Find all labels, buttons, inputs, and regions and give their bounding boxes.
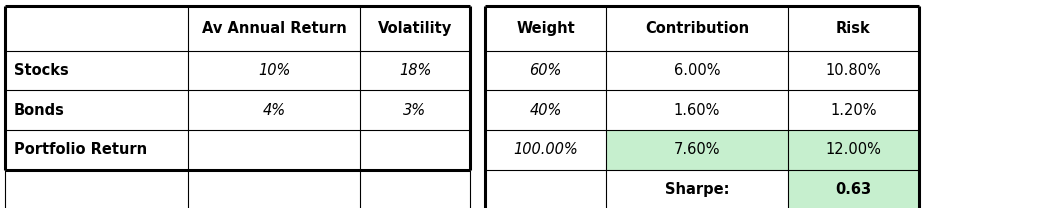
Bar bbox=[485, 90, 606, 130]
Text: 10%: 10% bbox=[258, 63, 290, 78]
Bar bbox=[788, 6, 919, 51]
Text: Sharpe:: Sharpe: bbox=[665, 182, 729, 197]
Bar bbox=[188, 90, 360, 130]
Text: Volatility: Volatility bbox=[378, 21, 452, 36]
Bar bbox=[5, 51, 188, 90]
Text: 100.00%: 100.00% bbox=[513, 142, 578, 157]
Bar bbox=[485, 51, 606, 90]
Text: 0.63: 0.63 bbox=[835, 182, 872, 197]
Bar bbox=[606, 51, 788, 90]
Text: 60%: 60% bbox=[529, 63, 562, 78]
Text: Contribution: Contribution bbox=[645, 21, 749, 36]
Bar bbox=[5, 6, 188, 51]
Text: 12.00%: 12.00% bbox=[826, 142, 881, 157]
Text: Av Annual Return: Av Annual Return bbox=[201, 21, 347, 36]
Text: Weight: Weight bbox=[516, 21, 575, 36]
Bar bbox=[485, 6, 606, 51]
Bar bbox=[788, 90, 919, 130]
Bar bbox=[188, 6, 360, 51]
Bar bbox=[606, 170, 788, 208]
Text: Risk: Risk bbox=[836, 21, 871, 36]
Bar bbox=[188, 51, 360, 90]
Bar bbox=[5, 130, 188, 170]
Text: 3%: 3% bbox=[403, 103, 427, 118]
Text: 40%: 40% bbox=[529, 103, 562, 118]
Text: 7.60%: 7.60% bbox=[673, 142, 720, 157]
Bar bbox=[606, 130, 788, 170]
Bar bbox=[485, 130, 606, 170]
Text: 6.00%: 6.00% bbox=[673, 63, 720, 78]
Bar bbox=[188, 130, 360, 170]
Text: 4%: 4% bbox=[262, 103, 286, 118]
Text: 18%: 18% bbox=[399, 63, 431, 78]
Text: 10.80%: 10.80% bbox=[826, 63, 881, 78]
Text: Bonds: Bonds bbox=[14, 103, 65, 118]
Bar bbox=[788, 130, 919, 170]
Bar bbox=[188, 170, 360, 208]
Bar bbox=[5, 90, 188, 130]
Bar bbox=[360, 130, 470, 170]
Bar bbox=[788, 170, 919, 208]
Text: Stocks: Stocks bbox=[14, 63, 68, 78]
Bar bbox=[360, 6, 470, 51]
Bar bbox=[360, 170, 470, 208]
Text: 1.60%: 1.60% bbox=[673, 103, 720, 118]
Bar bbox=[606, 6, 788, 51]
Bar bbox=[485, 170, 606, 208]
Bar bbox=[360, 51, 470, 90]
Bar bbox=[606, 90, 788, 130]
Text: 1.20%: 1.20% bbox=[830, 103, 877, 118]
Bar bbox=[788, 51, 919, 90]
Bar bbox=[360, 90, 470, 130]
Bar bbox=[5, 170, 188, 208]
Text: Portfolio Return: Portfolio Return bbox=[14, 142, 147, 157]
